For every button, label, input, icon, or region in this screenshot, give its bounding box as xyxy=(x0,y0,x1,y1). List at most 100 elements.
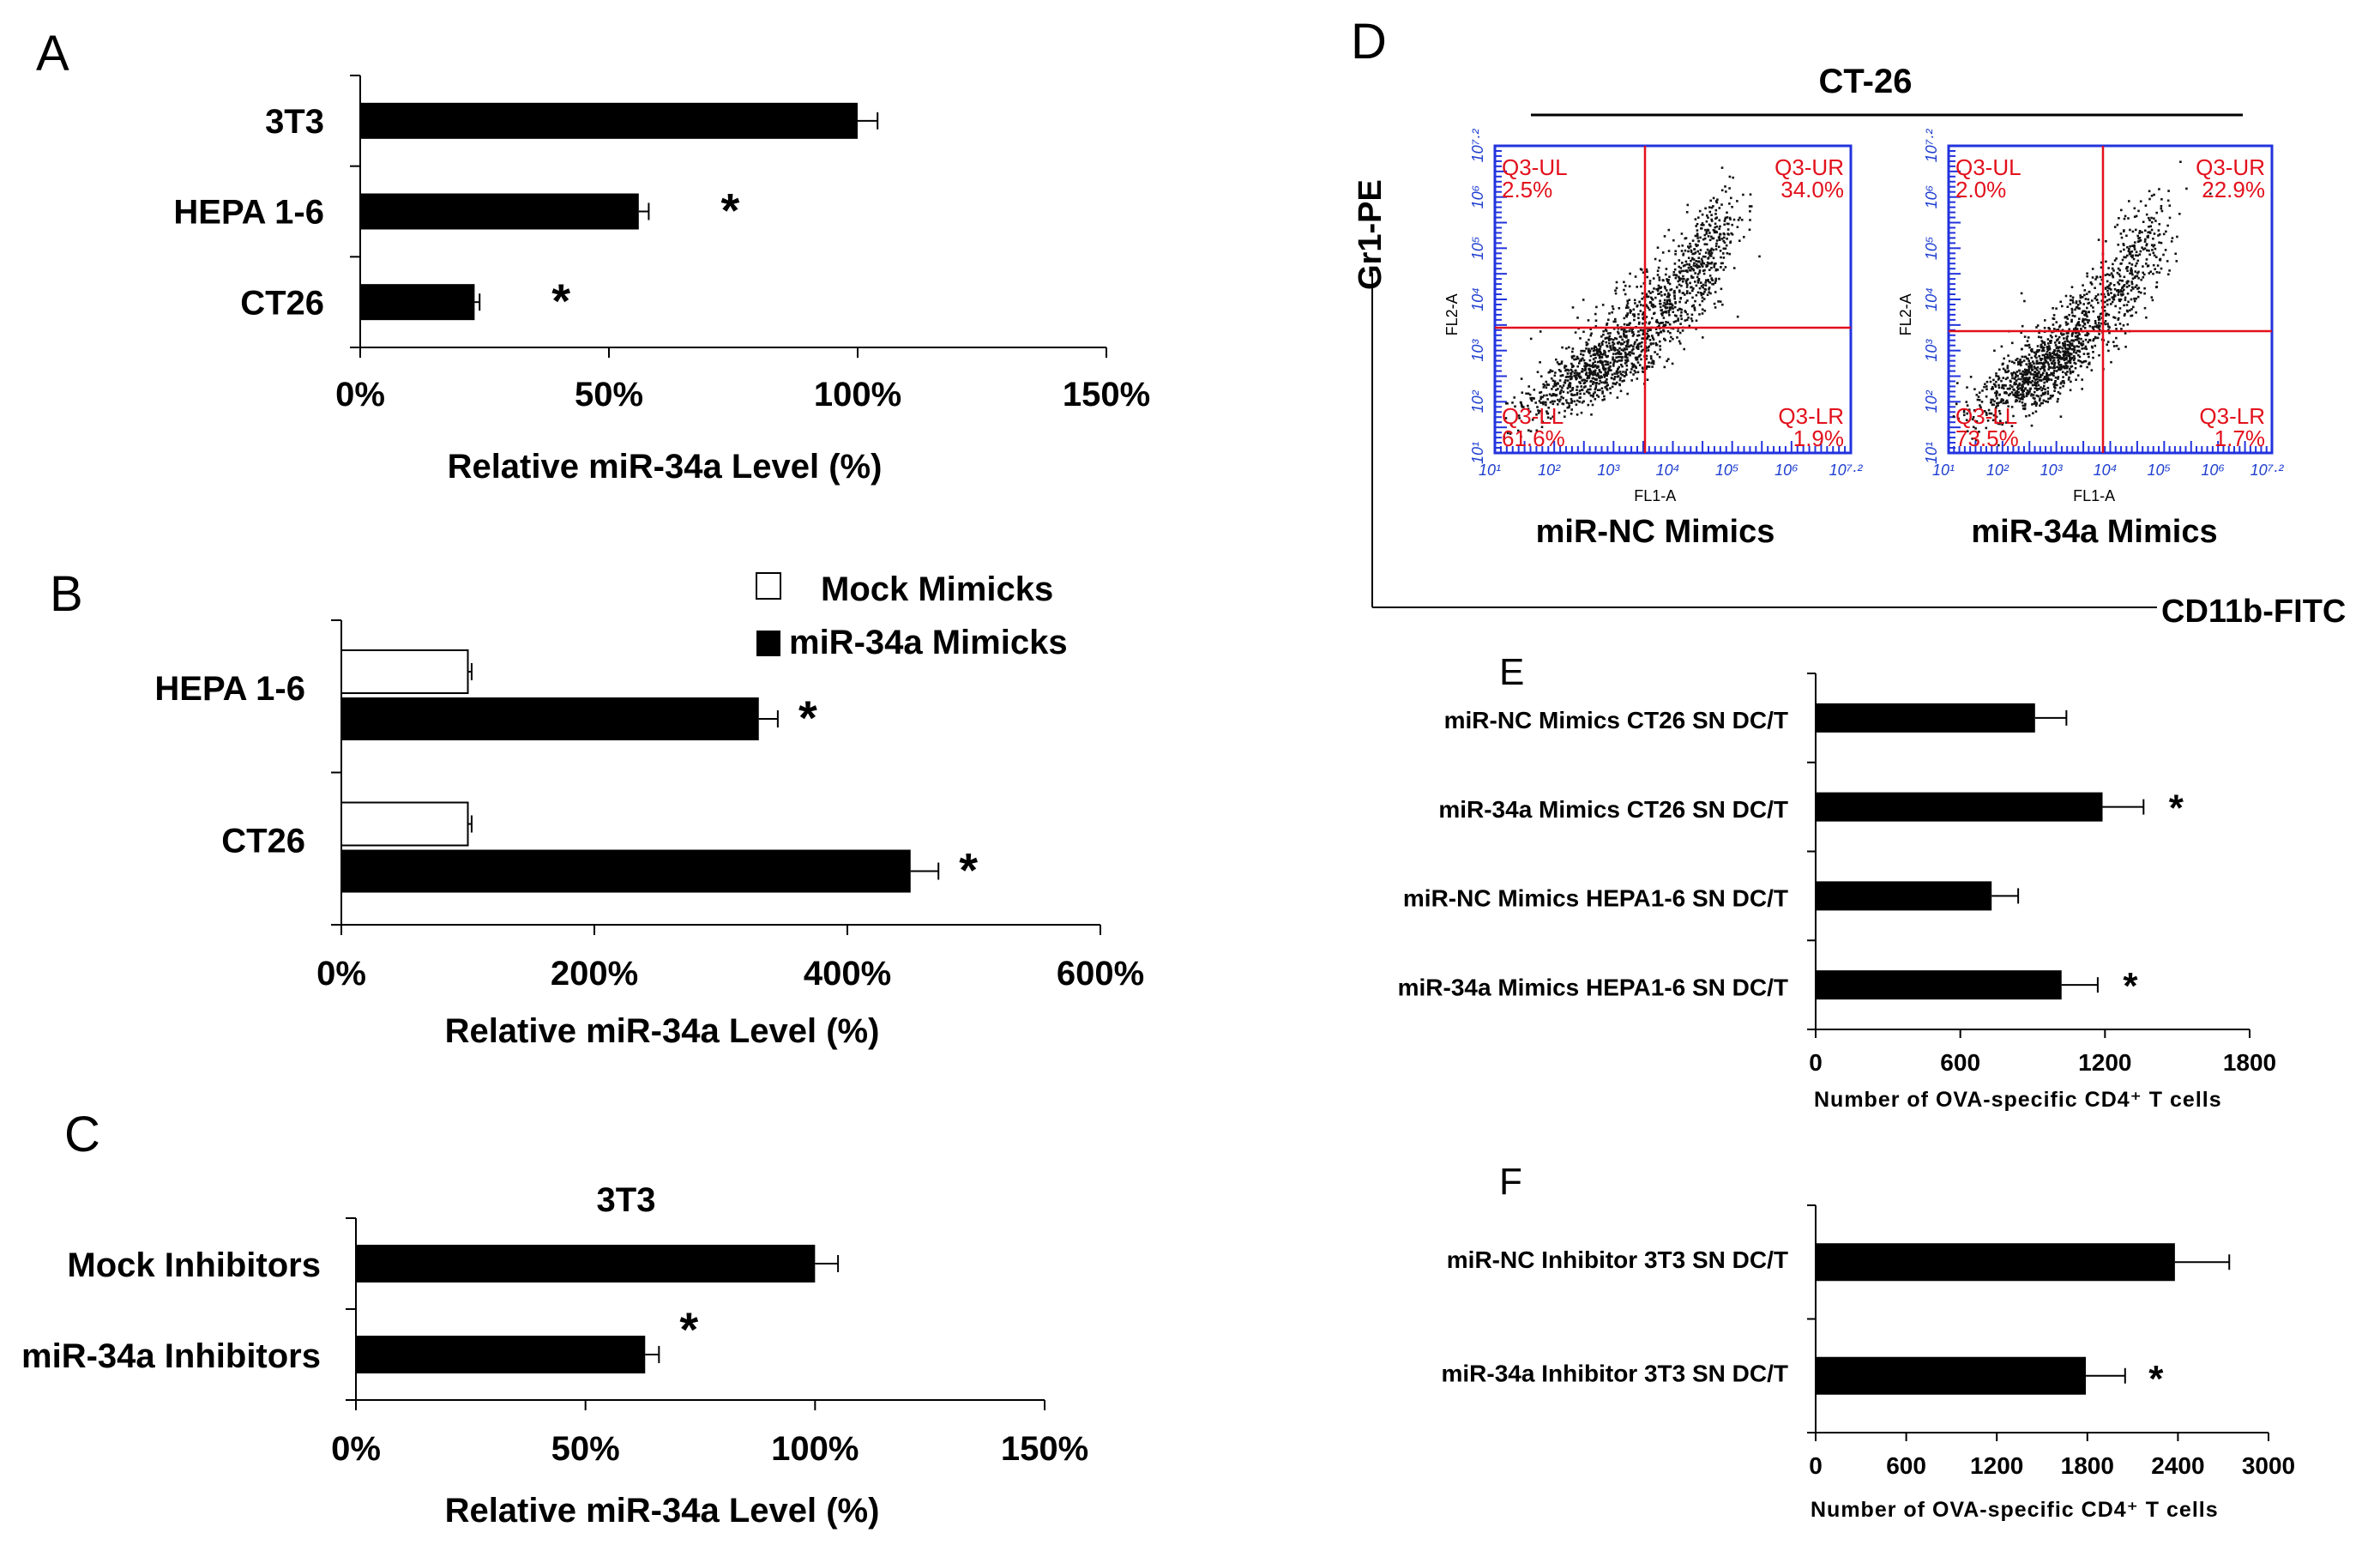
flow-mir34a-event-dot xyxy=(2056,365,2058,369)
flow-mir34a-event-dot xyxy=(1966,386,1968,389)
flow-mir34a-event-dot xyxy=(2011,374,2014,377)
flow-mir34a-event-dot xyxy=(2110,272,2113,275)
flow-mir34a-event-dot xyxy=(2082,325,2085,328)
flow-nc-event-dot xyxy=(1705,230,1708,233)
flow-nc-event-dot xyxy=(1619,353,1623,355)
flow-mir34a-event-dot xyxy=(2124,332,2127,335)
flow-nc-event-dot xyxy=(1705,243,1708,246)
flow-mir34a-event-dot xyxy=(2023,355,2026,359)
flow-nc-event-dot xyxy=(1594,312,1597,316)
flow-mir34a-event-dot xyxy=(2124,256,2127,259)
flow-mir34a-event-dot xyxy=(2077,307,2080,310)
flow-nc-event-dot xyxy=(1625,330,1628,333)
flow-nc-event-dot xyxy=(1608,312,1611,315)
flow-nc-event-dot xyxy=(1639,310,1642,312)
flow-mir34a-event-dot xyxy=(2026,377,2028,379)
flow-nc-event-dot xyxy=(1646,275,1648,279)
flow-mir34a-event-dot xyxy=(2120,328,2123,330)
flow-mir34a-event-dot xyxy=(2017,394,2021,397)
flow-mir34a-event-dot xyxy=(2009,392,2011,395)
flow-mir34a-event-dot xyxy=(2093,338,2095,341)
flow-title: CT-26 xyxy=(1819,63,1913,100)
flow-nc-event-dot xyxy=(1568,406,1570,409)
flow-nc-event-dot xyxy=(1587,349,1590,353)
flow-nc-event-dot xyxy=(1616,396,1619,399)
flow-nc-event-dot xyxy=(1587,388,1589,391)
flow-mir34a-event-dot xyxy=(2119,290,2122,293)
flow-nc-event-dot xyxy=(1624,355,1627,359)
flow-nc-event-dot xyxy=(1645,358,1648,360)
flow-nc-event-dot xyxy=(1714,291,1717,293)
legend-label-mir34a: miR-34a Mimicks xyxy=(789,624,1068,661)
flow-mir34a-event-dot xyxy=(1984,383,1986,386)
flow-mir34a-event-dot xyxy=(2104,323,2107,326)
flow-nc-event-dot xyxy=(1625,361,1628,364)
flow-nc-event-dot xyxy=(1660,312,1663,316)
flow-nc-event-dot xyxy=(1659,348,1662,351)
flow-nc-event-dot xyxy=(1648,365,1651,368)
flow-nc-event-dot xyxy=(1658,293,1661,295)
flow-mir34a-event-dot xyxy=(2042,361,2046,365)
chart-b-bar xyxy=(341,697,759,740)
flow-nc-event-dot xyxy=(1612,361,1616,364)
flow-mir34a-event-dot xyxy=(2024,402,2027,406)
flow-nc-event-dot xyxy=(1630,368,1633,371)
flow-nc-event-dot xyxy=(1698,304,1702,306)
flow-mir34a-event-dot xyxy=(2086,331,2088,335)
flow-nc-event-dot xyxy=(1654,328,1658,330)
flow-nc-event-dot xyxy=(1615,287,1618,290)
flow-mir34a-event-dot xyxy=(2090,283,2094,286)
flow-nc-event-dot xyxy=(1629,311,1632,314)
flow-mir34a-event-dot xyxy=(2070,365,2074,368)
flow-mir34a-event-dot xyxy=(2118,269,2121,272)
flow-nc-event-dot xyxy=(1702,286,1704,289)
flow-nc-event-dot xyxy=(1667,309,1670,312)
flow-mir34a-event-dot xyxy=(2068,376,2070,379)
flow-mir34a-event-dot xyxy=(2122,324,2125,327)
flow-mir34a-event-dot xyxy=(2096,336,2100,340)
flow-mir34a-event-dot xyxy=(2097,238,2100,241)
flow-nc-event-dot xyxy=(1655,343,1659,347)
flow-mir34a-event-dot xyxy=(2084,311,2088,313)
flow-nc-event-dot xyxy=(1702,336,1704,339)
flow-nc-event-dot xyxy=(1594,373,1597,376)
flow-nc-event-dot xyxy=(1659,286,1661,289)
flow-mir34a-event-dot xyxy=(2092,329,2095,331)
flow-mir34a-event-dot xyxy=(2092,339,2094,342)
flow-nc-event-dot xyxy=(1540,425,1544,429)
flow-nc-event-dot xyxy=(1740,219,1744,221)
flow-nc-event-dot xyxy=(1666,303,1669,305)
flow-nc-event-dot xyxy=(1664,287,1666,290)
flow-nc-event-dot xyxy=(1624,371,1627,373)
flow-mir34a-event-dot xyxy=(1991,398,1994,401)
flow-mir34a-event-dot xyxy=(2065,336,2069,339)
flow-mir34a-event-dot xyxy=(2076,349,2079,353)
chart-f-significance-star: * xyxy=(2148,1358,2164,1400)
chart-f-xlabel: Number of OVA-specific CD4⁺ T cells xyxy=(1811,1498,2219,1522)
flow-nc-event-dot xyxy=(1697,216,1700,219)
flow-mir34a-event-dot xyxy=(2100,266,2103,269)
flow-mir34a-event-dot xyxy=(2046,377,2050,380)
flow-nc-event-dot xyxy=(1693,262,1696,265)
flow-nc-event-dot xyxy=(1636,305,1638,308)
flow-nc-event-dot xyxy=(1758,255,1761,258)
flow-nc-event-dot xyxy=(1569,382,1572,385)
flow-nc-event-dot xyxy=(1720,256,1722,259)
flow-nc-event-dot xyxy=(1561,386,1564,389)
flow-nc-event-dot xyxy=(1657,287,1660,290)
flow-nc-event-dot xyxy=(1666,306,1669,309)
flow-mir34a-event-dot xyxy=(2036,366,2040,369)
flow-nc-x-decade-label: 10⁶ xyxy=(1774,462,1799,479)
flow-mir34a-event-dot xyxy=(2140,278,2142,281)
flow-nc-event-dot xyxy=(1570,401,1573,404)
flow-nc-event-dot xyxy=(1528,410,1532,413)
flow-nc-event-dot xyxy=(1659,299,1661,302)
flow-mir34a-event-dot xyxy=(2121,287,2124,290)
flow-mir34a-event-dot xyxy=(2128,262,2131,265)
flow-mir34a-event-dot xyxy=(2133,297,2136,300)
flow-nc-event-dot xyxy=(1663,325,1666,328)
flow-nc-event-dot xyxy=(1594,382,1598,384)
flow-mir34a-event-dot xyxy=(2045,359,2048,362)
flow-nc-event-dot xyxy=(1707,257,1709,260)
flow-nc-event-dot xyxy=(1696,263,1698,266)
